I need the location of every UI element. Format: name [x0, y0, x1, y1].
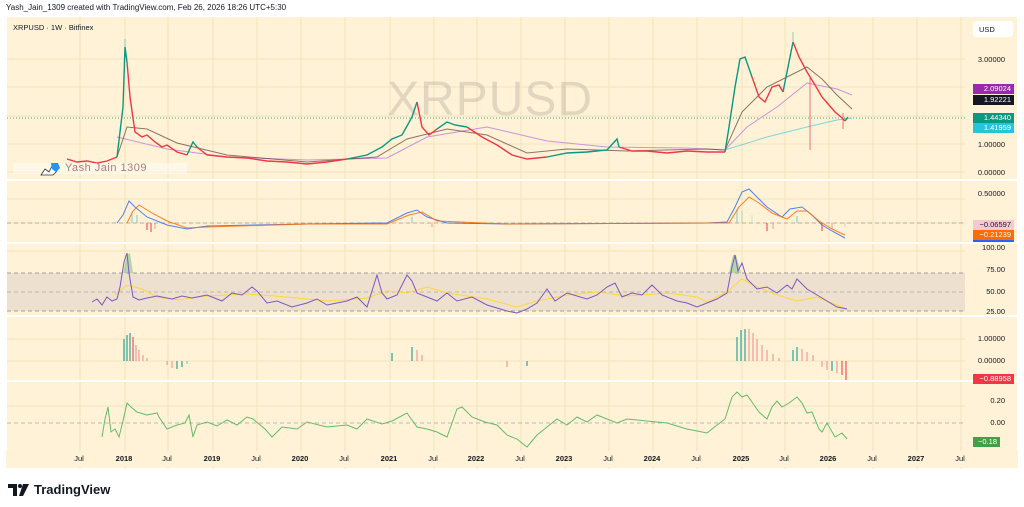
time-label: 2018: [115, 454, 133, 463]
macd-tick-0.5: 0.50000: [977, 189, 1005, 198]
chart-area[interactable]: XRPUSD · 1W · Bitfinex XRPUSD Yash Jain …: [6, 16, 1019, 469]
chart-attribution: Yash_Jain_1309 created with TradingView.…: [6, 3, 287, 12]
price-tick-3: 3.00000: [977, 55, 1005, 64]
rsi-tick-50: 50.00: [986, 287, 1005, 296]
chart-canvas[interactable]: [7, 17, 1019, 469]
time-label: 2023: [555, 454, 573, 463]
rsi-tick-75: 75.00: [986, 265, 1005, 274]
oscillator-pane: [7, 391, 965, 448]
oscillator-value-tag: −0.18: [973, 437, 1000, 447]
price-pane: [7, 32, 965, 165]
time-label: 2027: [907, 454, 925, 463]
time-label: 2024: [643, 454, 661, 463]
symbol-legend[interactable]: XRPUSD · 1W · Bitfinex: [13, 23, 94, 32]
cursor-hand-icon: [40, 163, 60, 176]
symbol-watermark: XRPUSD: [387, 73, 594, 126]
time-label: Jul: [691, 454, 701, 463]
time-label: Jul: [867, 454, 877, 463]
currency-selector[interactable]: USD: [973, 21, 1013, 37]
tradingview-brand: TradingView: [34, 482, 111, 497]
macd-pane: [7, 188, 965, 239]
time-label: Jul: [162, 454, 172, 463]
author-tag-background: [13, 163, 187, 174]
time-label: 2021: [380, 454, 398, 463]
time-label: Jul: [428, 454, 438, 463]
time-label: Jul: [74, 454, 84, 463]
ma-cyan-price-tag: 1.41959: [973, 123, 1014, 133]
price-tick-0: 0.00000: [977, 168, 1005, 177]
time-label: 2020: [291, 454, 309, 463]
last-price-tag: 1.44340: [973, 113, 1014, 123]
time-label: Jul: [603, 454, 613, 463]
time-label: Jul: [779, 454, 789, 463]
histogram-pane: [7, 329, 965, 380]
osc-tick-0.2: 0.20: [990, 396, 1005, 405]
hist-tick-0: 0.00000: [977, 356, 1005, 365]
author-tag: Yash Jain 1309: [65, 162, 148, 174]
time-label: Jul: [955, 454, 965, 463]
tradingview-logo-icon: [8, 483, 29, 496]
candles: [66, 41, 849, 165]
time-label: 2019: [203, 454, 221, 463]
rsi-tick-100: 100.00: [982, 243, 1005, 252]
rsi-pane: [7, 252, 965, 314]
hist-tick-1: 1.00000: [977, 334, 1005, 343]
price-tick-1: 1.00000: [977, 140, 1005, 149]
ma-purple-price-tag: 2.09024: [973, 84, 1014, 94]
pane-separators: [7, 179, 1019, 382]
time-label: Jul: [339, 454, 349, 463]
macd-value-tag: −0.21239: [973, 230, 1014, 242]
signal-value-tag: −0.06597: [973, 220, 1014, 230]
osc-tick-0: 0.00: [990, 418, 1005, 427]
tradingview-logo[interactable]: TradingView: [8, 482, 110, 497]
rsi-tick-25: 25.00: [986, 307, 1005, 316]
time-label: 2022: [467, 454, 485, 463]
time-label: Jul: [515, 454, 525, 463]
time-label: 2025: [732, 454, 750, 463]
ma-dark-price-tag: 1.92221: [973, 95, 1014, 105]
time-label: Jul: [251, 454, 261, 463]
time-axis[interactable]: Jul 2018 Jul 2019 Jul 2020 Jul 2021 Jul 2022 Jul 20…: [6, 451, 1018, 468]
histogram-value-tag: −0.88958: [973, 374, 1014, 384]
time-label: 2026: [819, 454, 837, 463]
